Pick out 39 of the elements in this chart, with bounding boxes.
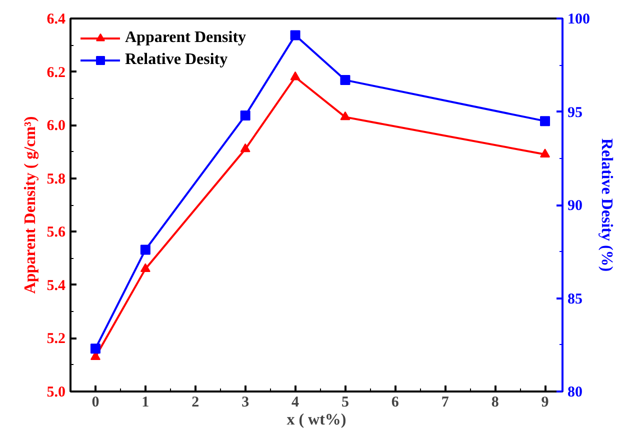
point <box>240 110 250 120</box>
y-tick-label: 6.2 <box>46 64 66 81</box>
point <box>540 148 550 158</box>
legend-label: Relative Desity <box>125 51 228 69</box>
y-tick-label: 5.4 <box>46 278 66 294</box>
point <box>140 244 150 255</box>
point <box>340 111 350 120</box>
y-tick-label: 5.0 <box>46 384 66 400</box>
x-tick-label: 6 <box>391 394 400 410</box>
y-tick-label: 5.8 <box>46 171 66 188</box>
y2-tick-label: 95 <box>568 104 582 121</box>
y-tick-label: 6.0 <box>46 118 66 134</box>
x-tick-label: 7 <box>441 394 450 410</box>
y2-tick-label: 100 <box>568 12 590 28</box>
x-tick-label: 4 <box>292 394 300 410</box>
point <box>290 71 300 80</box>
y-axis-title: Apparent Density ( g/cm³) <box>22 116 39 294</box>
y-tick-label: 5.6 <box>46 224 66 241</box>
y2-tick-label: 90 <box>568 198 582 214</box>
y-tick-label: 5.2 <box>46 331 66 348</box>
point <box>290 30 300 40</box>
point <box>340 75 350 86</box>
point <box>90 344 100 354</box>
point <box>540 116 550 126</box>
point <box>140 263 150 272</box>
x-tick-label: 2 <box>192 394 200 410</box>
x-tick-label: 1 <box>142 394 150 410</box>
x-tick-label: 3 <box>242 394 250 410</box>
y2-axis-title: Relative Desity (%) <box>598 138 615 272</box>
x-tick-label: 5 <box>341 394 349 410</box>
x-tick-label: 0 <box>92 394 100 410</box>
x-tick-label: 8 <box>491 394 499 410</box>
y-tick-label: 6.4 <box>46 12 66 28</box>
legend-label: Apparent Density <box>125 29 246 47</box>
x-tick-label: 9 <box>541 394 549 410</box>
x-axis-title: x ( wt%) <box>286 412 346 428</box>
y2-tick-label: 85 <box>568 291 582 308</box>
point <box>240 143 250 152</box>
y2-tick-label: 80 <box>568 384 582 400</box>
